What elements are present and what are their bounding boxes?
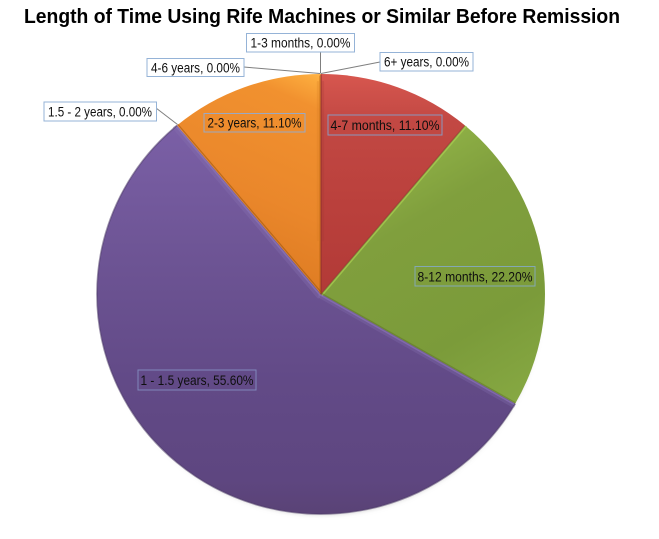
svg-text:8-12 months, 22.20%: 8-12 months, 22.20% (418, 270, 533, 285)
svg-text:1-3 months, 0.00%: 1-3 months, 0.00% (251, 36, 351, 51)
svg-text:6+ years, 0.00%: 6+ years, 0.00% (384, 55, 469, 70)
svg-text:Length of Time Using Rife Mach: Length of Time Using Rife Machines or Si… (24, 6, 620, 28)
svg-text:2-3 years, 11.10%: 2-3 years, 11.10% (208, 116, 302, 131)
svg-text:1.5 - 2 years, 0.00%: 1.5 - 2 years, 0.00% (48, 105, 152, 120)
svg-text:4-6 years, 0.00%: 4-6 years, 0.00% (151, 61, 240, 76)
svg-text:4-7 months, 11.10%: 4-7 months, 11.10% (331, 118, 440, 133)
svg-text:1 - 1.5 years, 55.60%: 1 - 1.5 years, 55.60% (141, 373, 254, 388)
